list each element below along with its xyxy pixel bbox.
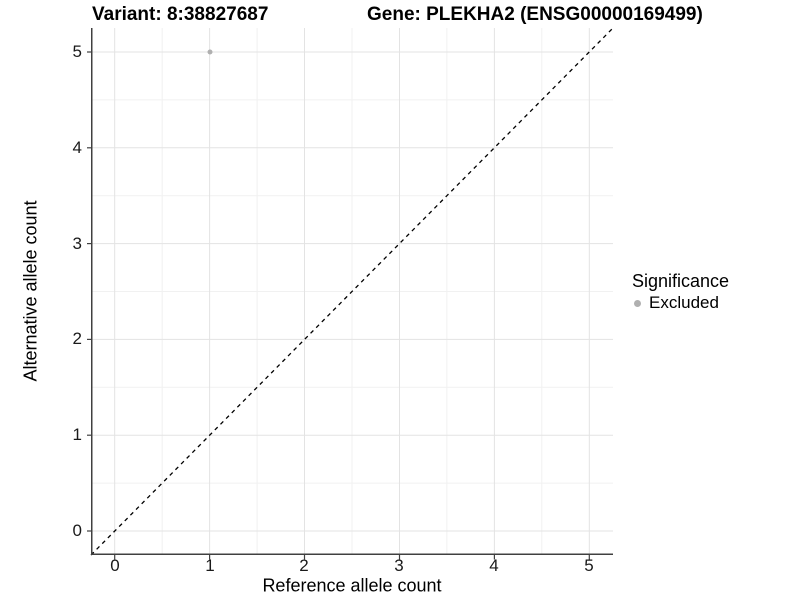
legend-item-excluded: Excluded xyxy=(634,293,729,313)
plot-title-gene: Gene: PLEKHA2 (ENSG00000169499) xyxy=(367,4,703,25)
scatter-point xyxy=(207,49,213,55)
circle-icon xyxy=(634,299,641,307)
y-axis-title: Alternative allele count xyxy=(20,200,41,382)
grid-major xyxy=(91,28,613,555)
x-axis-title: Reference allele count xyxy=(262,575,442,596)
y-tick-label: 3 xyxy=(72,234,82,253)
legend: Significance Excluded xyxy=(632,270,729,313)
y-tick-label: 4 xyxy=(72,138,82,157)
y-tick-label: 1 xyxy=(72,425,82,444)
y-tick-label: 2 xyxy=(72,329,82,348)
x-tick-label: 1 xyxy=(205,556,215,575)
grid-minor xyxy=(91,28,613,555)
plot-panel xyxy=(87,28,613,560)
axis-lines xyxy=(91,28,613,555)
x-tick-label: 5 xyxy=(584,556,594,575)
plot-title-variant: Variant: 8:38827687 xyxy=(92,4,269,25)
x-tick-label: 3 xyxy=(394,556,404,575)
y-tick-label: 0 xyxy=(72,521,82,540)
identity-line xyxy=(90,28,613,556)
y-tick-label: 5 xyxy=(72,42,82,61)
x-tick-label: 2 xyxy=(299,556,309,575)
legend-item-label: Excluded xyxy=(649,293,719,312)
legend-title: Significance xyxy=(632,271,730,291)
axis-ticks xyxy=(87,51,590,560)
x-tick-label: 0 xyxy=(110,556,120,575)
x-tick-label: 4 xyxy=(489,556,499,575)
